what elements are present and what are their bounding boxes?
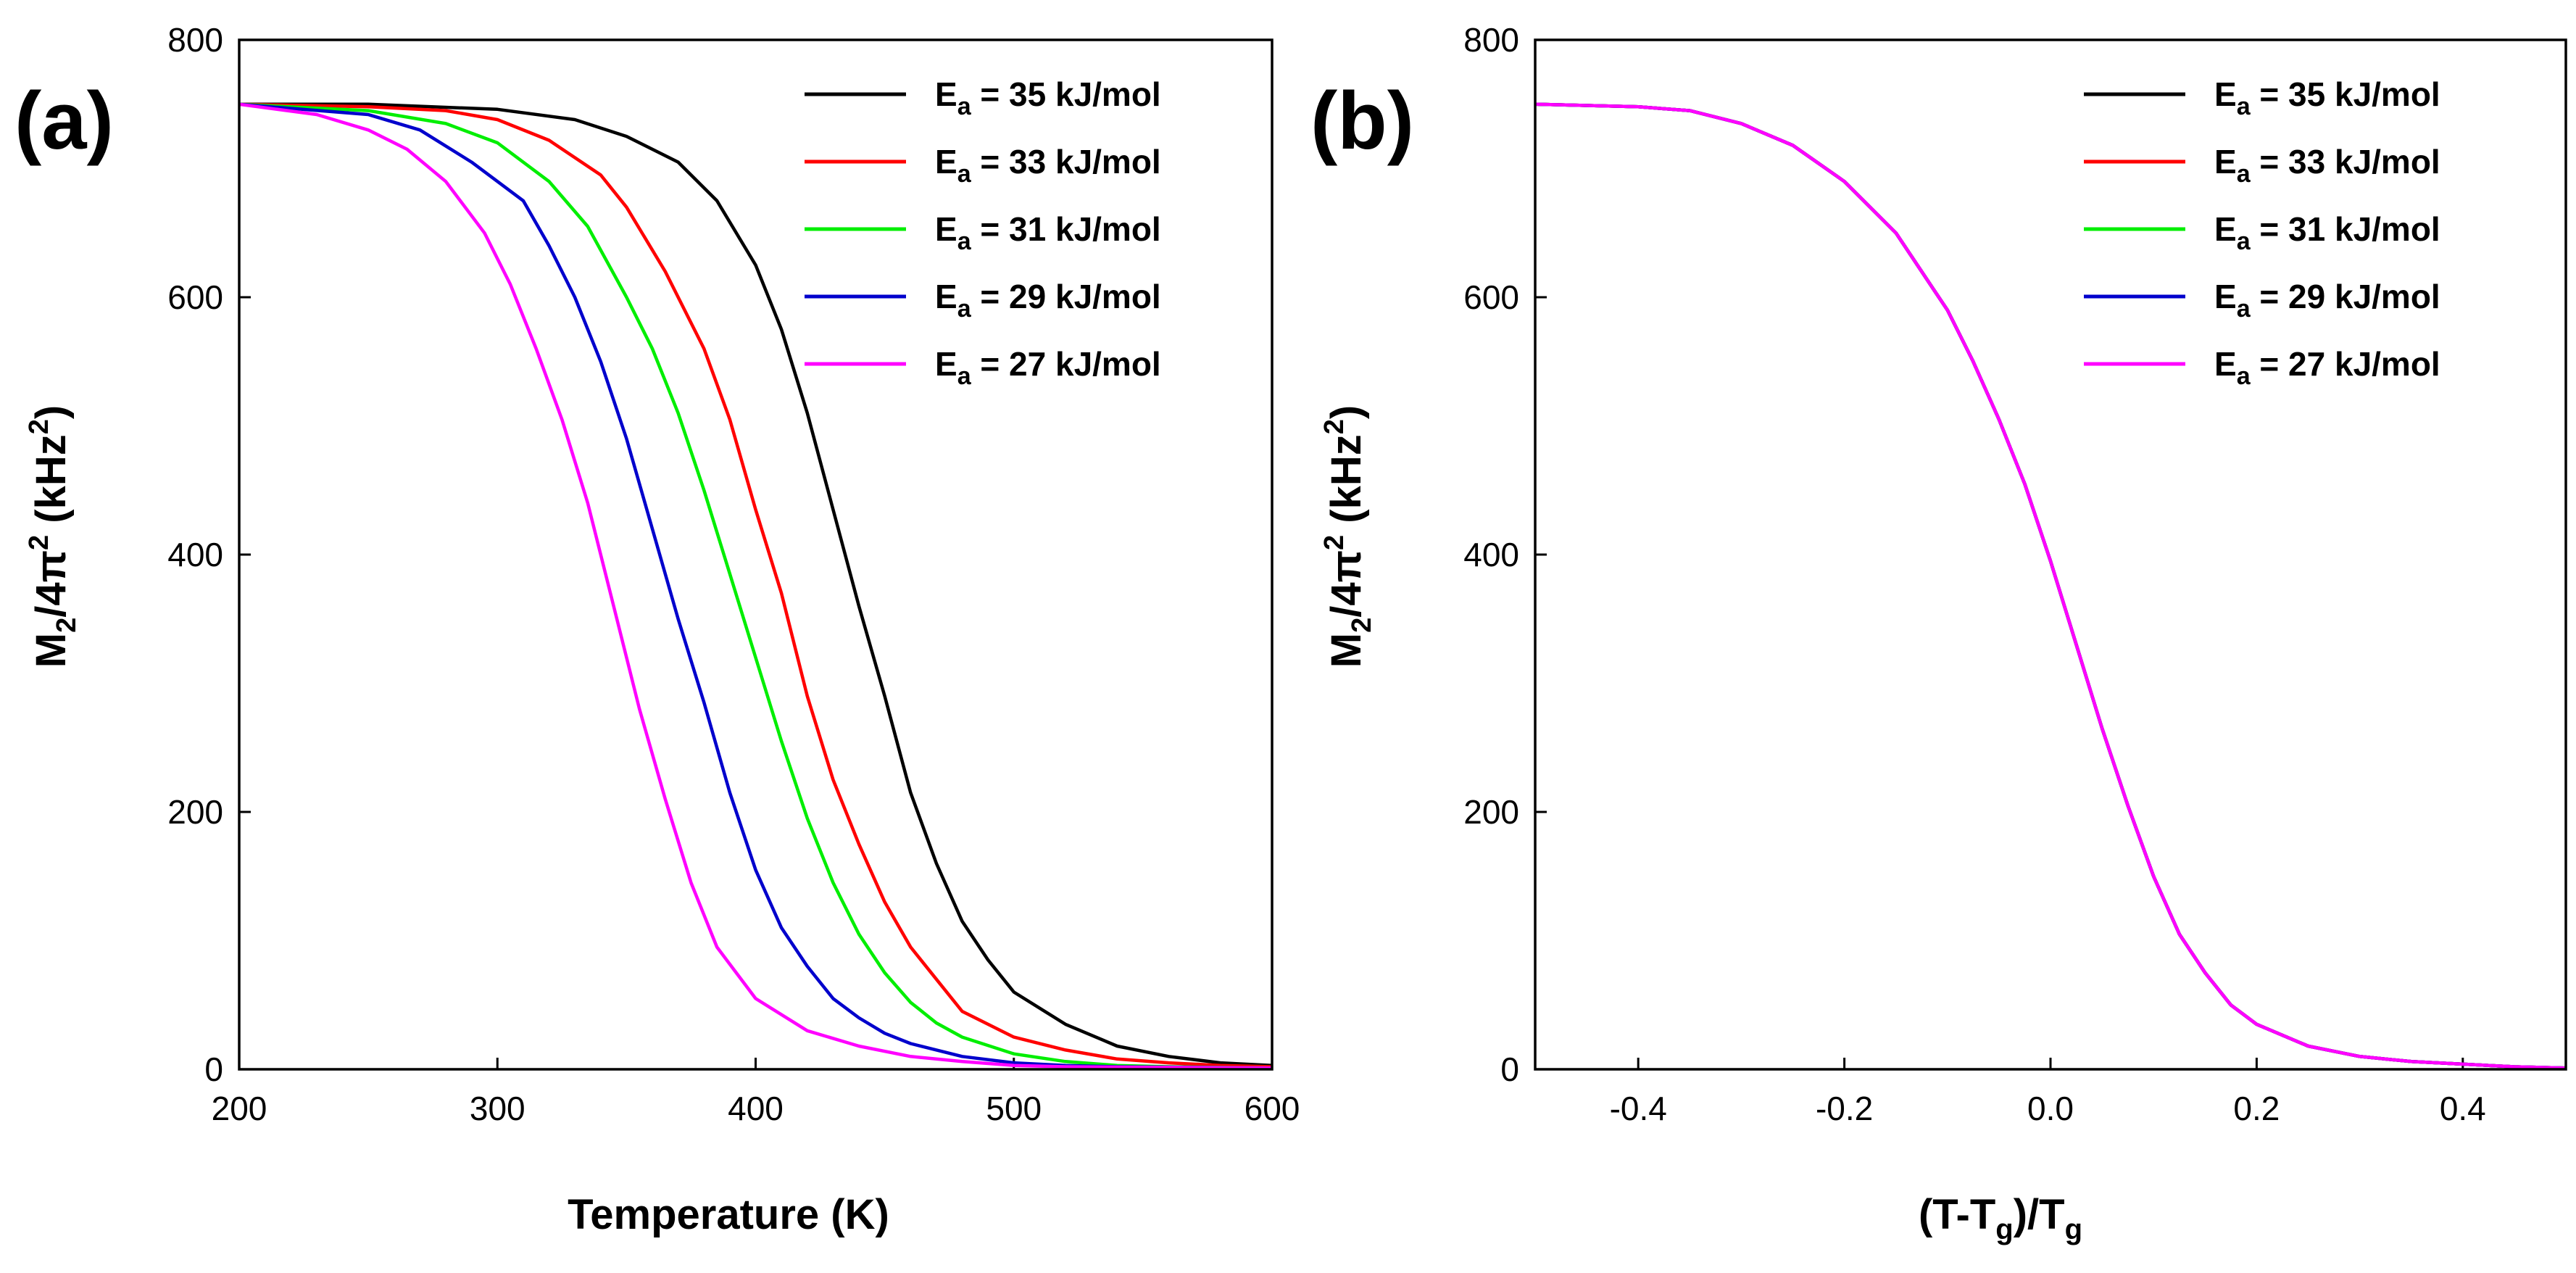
- panel-a-y-tick-label: 200: [167, 793, 223, 831]
- panel-b-x-tick-label: 0.0: [2027, 1090, 2074, 1127]
- panel-a-legend-label-1: Ea = 35 kJ/mol: [935, 75, 1161, 120]
- panel-b-series-line-4: [1534, 102, 2567, 1070]
- panel-a-series-line-2: [238, 102, 1273, 1069]
- panel-b-y-tick-label: 800: [1463, 21, 1519, 59]
- panel-a-x-tick-label: 500: [986, 1090, 1042, 1127]
- panel-b-y-axis-title: M2/4π2 (kHz2): [1319, 405, 1377, 668]
- panel-b-y-axis-title-text: M2/4π2 (kHz2): [1319, 405, 1377, 668]
- panel-b-y-tick-label: 600: [1463, 278, 1519, 316]
- panel-a: (a) M2/4π2 (kHz2) Temperature (K) 020040…: [14, 21, 1300, 1238]
- panel-b-legend: Ea = 35 kJ/mol Ea = 33 kJ/mol Ea = 31 kJ/m…: [2084, 75, 2440, 390]
- panel-a-y-tick-label: 400: [167, 536, 223, 573]
- panel-a-x-tick-label: 600: [1245, 1090, 1300, 1127]
- panel-a-legend-label-5: Ea = 27 kJ/mol: [935, 345, 1161, 390]
- panel-a-y-axis-title-text: M2/4π2 (kHz2): [24, 405, 82, 668]
- panel-b-plot-area: 0 200 400 600 800 -0.4 -0.2 0.0 0.2 0.4: [1463, 21, 2567, 1127]
- panel-b-legend-label-2: Ea = 33 kJ/mol: [2214, 143, 2440, 188]
- panel-b-legend-label-5: Ea = 27 kJ/mol: [2214, 345, 2440, 390]
- panel-b-legend-label-1: Ea = 35 kJ/mol: [2214, 75, 2440, 120]
- panel-b-x-tick-label: -0.4: [1610, 1090, 1667, 1127]
- panel-b-label: (b): [1310, 75, 1414, 166]
- panel-a-legend: Ea = 35 kJ/mol Ea = 33 kJ/mol Ea = 31 kJ/m…: [805, 75, 1161, 390]
- panel-b-legend-label-3: Ea = 31 kJ/mol: [2214, 210, 2440, 255]
- panel-b-series-line-5: [1534, 102, 2567, 1070]
- panel-b-x-tick-label: 0.4: [2440, 1090, 2486, 1127]
- panel-a-x-tick-label: 200: [212, 1090, 267, 1127]
- panel-a-label: (a): [14, 75, 114, 166]
- panel-a-series-line-4: [238, 102, 1273, 1070]
- panel-a-x-tick-label: 400: [728, 1090, 784, 1127]
- panel-b-x-tick-label: 0.2: [2233, 1090, 2280, 1127]
- panel-a-x-axis-title: Temperature (K): [568, 1191, 889, 1238]
- panel-a-x-tick-label: 300: [470, 1090, 525, 1127]
- panel-a-series-line-3: [238, 102, 1273, 1070]
- panel-b-x-tick-label: -0.2: [1816, 1090, 1873, 1127]
- panel-a-y-tick-label: 800: [167, 21, 223, 59]
- panel-a-series-line-1: [239, 102, 1273, 1067]
- panel-a-legend-label-4: Ea = 29 kJ/mol: [935, 278, 1161, 323]
- panel-b-x-axis-title: (T-Tg)/Tg: [1919, 1191, 2082, 1245]
- panel-b-series-line-1: [1534, 102, 2567, 1070]
- panel-a-series-line-5: [238, 102, 1273, 1070]
- panel-a-y-tick-label: 600: [167, 278, 223, 316]
- panel-a-y-tick-label: 0: [204, 1050, 223, 1088]
- panel-b-series-line-2: [1534, 102, 2567, 1070]
- panel-b-legend-label-4: Ea = 29 kJ/mol: [2214, 278, 2440, 323]
- panel-a-y-axis-title: M2/4π2 (kHz2): [24, 405, 82, 668]
- panel-b-y-tick-label: 200: [1463, 793, 1519, 831]
- panel-b: (b) M2/4π2 (kHz2) (T-Tg)/Tg 0 200 400 600 80…: [1310, 21, 2567, 1245]
- panel-a-legend-label-3: Ea = 31 kJ/mol: [935, 210, 1161, 255]
- panel-b-y-tick-label: 400: [1463, 536, 1519, 573]
- panel-a-legend-label-2: Ea = 33 kJ/mol: [935, 143, 1161, 188]
- panel-b-series-line-3: [1534, 102, 2567, 1070]
- panel-b-axes-frame: [1534, 38, 2567, 1071]
- panel-a-axes-frame: [238, 38, 1274, 1071]
- panel-b-y-tick-label: 0: [1500, 1050, 1519, 1088]
